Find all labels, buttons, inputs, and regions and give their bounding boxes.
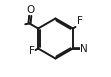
Text: F: F (76, 16, 82, 26)
Text: F: F (29, 46, 35, 56)
Text: O: O (26, 5, 34, 15)
Text: N: N (80, 44, 88, 54)
